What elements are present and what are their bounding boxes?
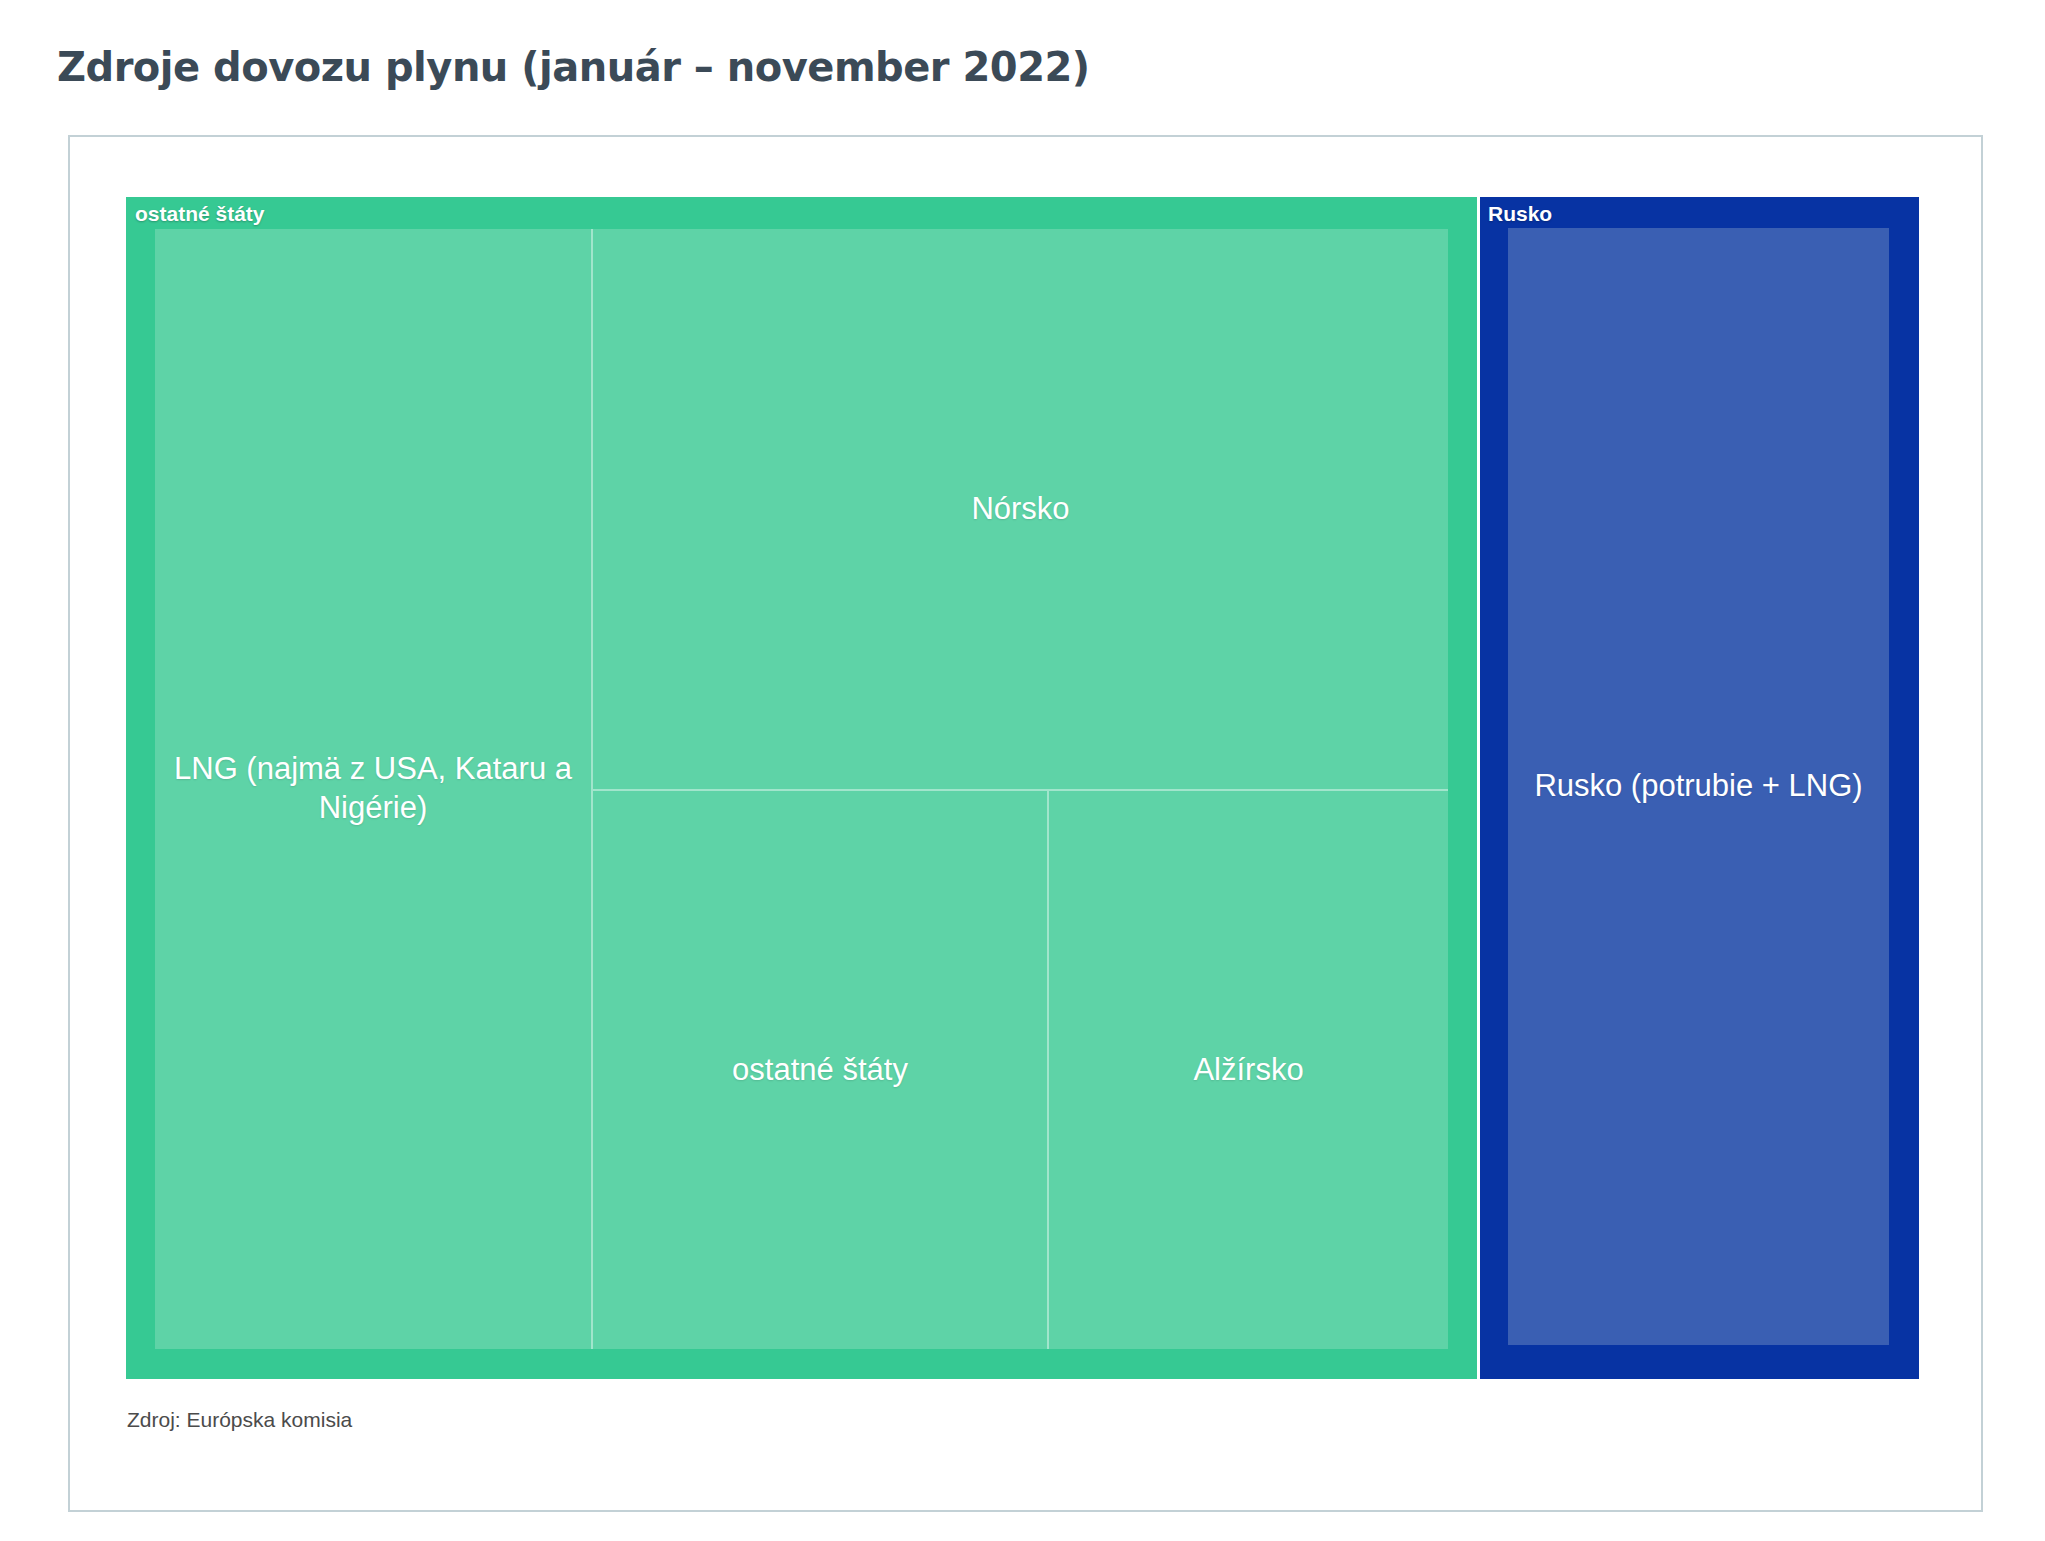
treemap-tile-norsko[interactable]: Nórsko bbox=[591, 229, 1448, 789]
tile-label-lng: LNG (najmä z USA, Kataru a Nigérie) bbox=[165, 750, 581, 828]
treemap-tile-ostatne-staty[interactable]: ostatné štáty bbox=[591, 789, 1047, 1349]
tile-label-norsko: Nórsko bbox=[971, 490, 1069, 529]
group-label-rusko: Rusko bbox=[1488, 199, 1552, 229]
page-title: Zdroje dovozu plynu (január – november 2… bbox=[57, 44, 1090, 90]
tile-label-alzirsko: Alžírsko bbox=[1193, 1051, 1303, 1090]
tile-label-ostatne-staty: ostatné štáty bbox=[732, 1051, 908, 1090]
treemap-chart: ostatné štáty LNG (najmä z USA, Kataru a… bbox=[126, 197, 1919, 1379]
source-note: Zdroj: Európska komisia bbox=[127, 1408, 352, 1432]
treemap-tile-lng[interactable]: LNG (najmä z USA, Kataru a Nigérie) bbox=[155, 229, 591, 1349]
treemap-tile-alzirsko[interactable]: Alžírsko bbox=[1047, 789, 1448, 1349]
treemap-tile-rusko[interactable]: Rusko (potrubie + LNG) bbox=[1508, 228, 1889, 1345]
treemap-group-ostatne-staty: ostatné štáty LNG (najmä z USA, Kataru a… bbox=[126, 197, 1477, 1379]
group-label-ostatne-staty: ostatné štáty bbox=[135, 199, 265, 229]
tile-label-rusko: Rusko (potrubie + LNG) bbox=[1534, 767, 1862, 806]
treemap-group-rusko: Rusko Rusko (potrubie + LNG) bbox=[1480, 197, 1919, 1379]
